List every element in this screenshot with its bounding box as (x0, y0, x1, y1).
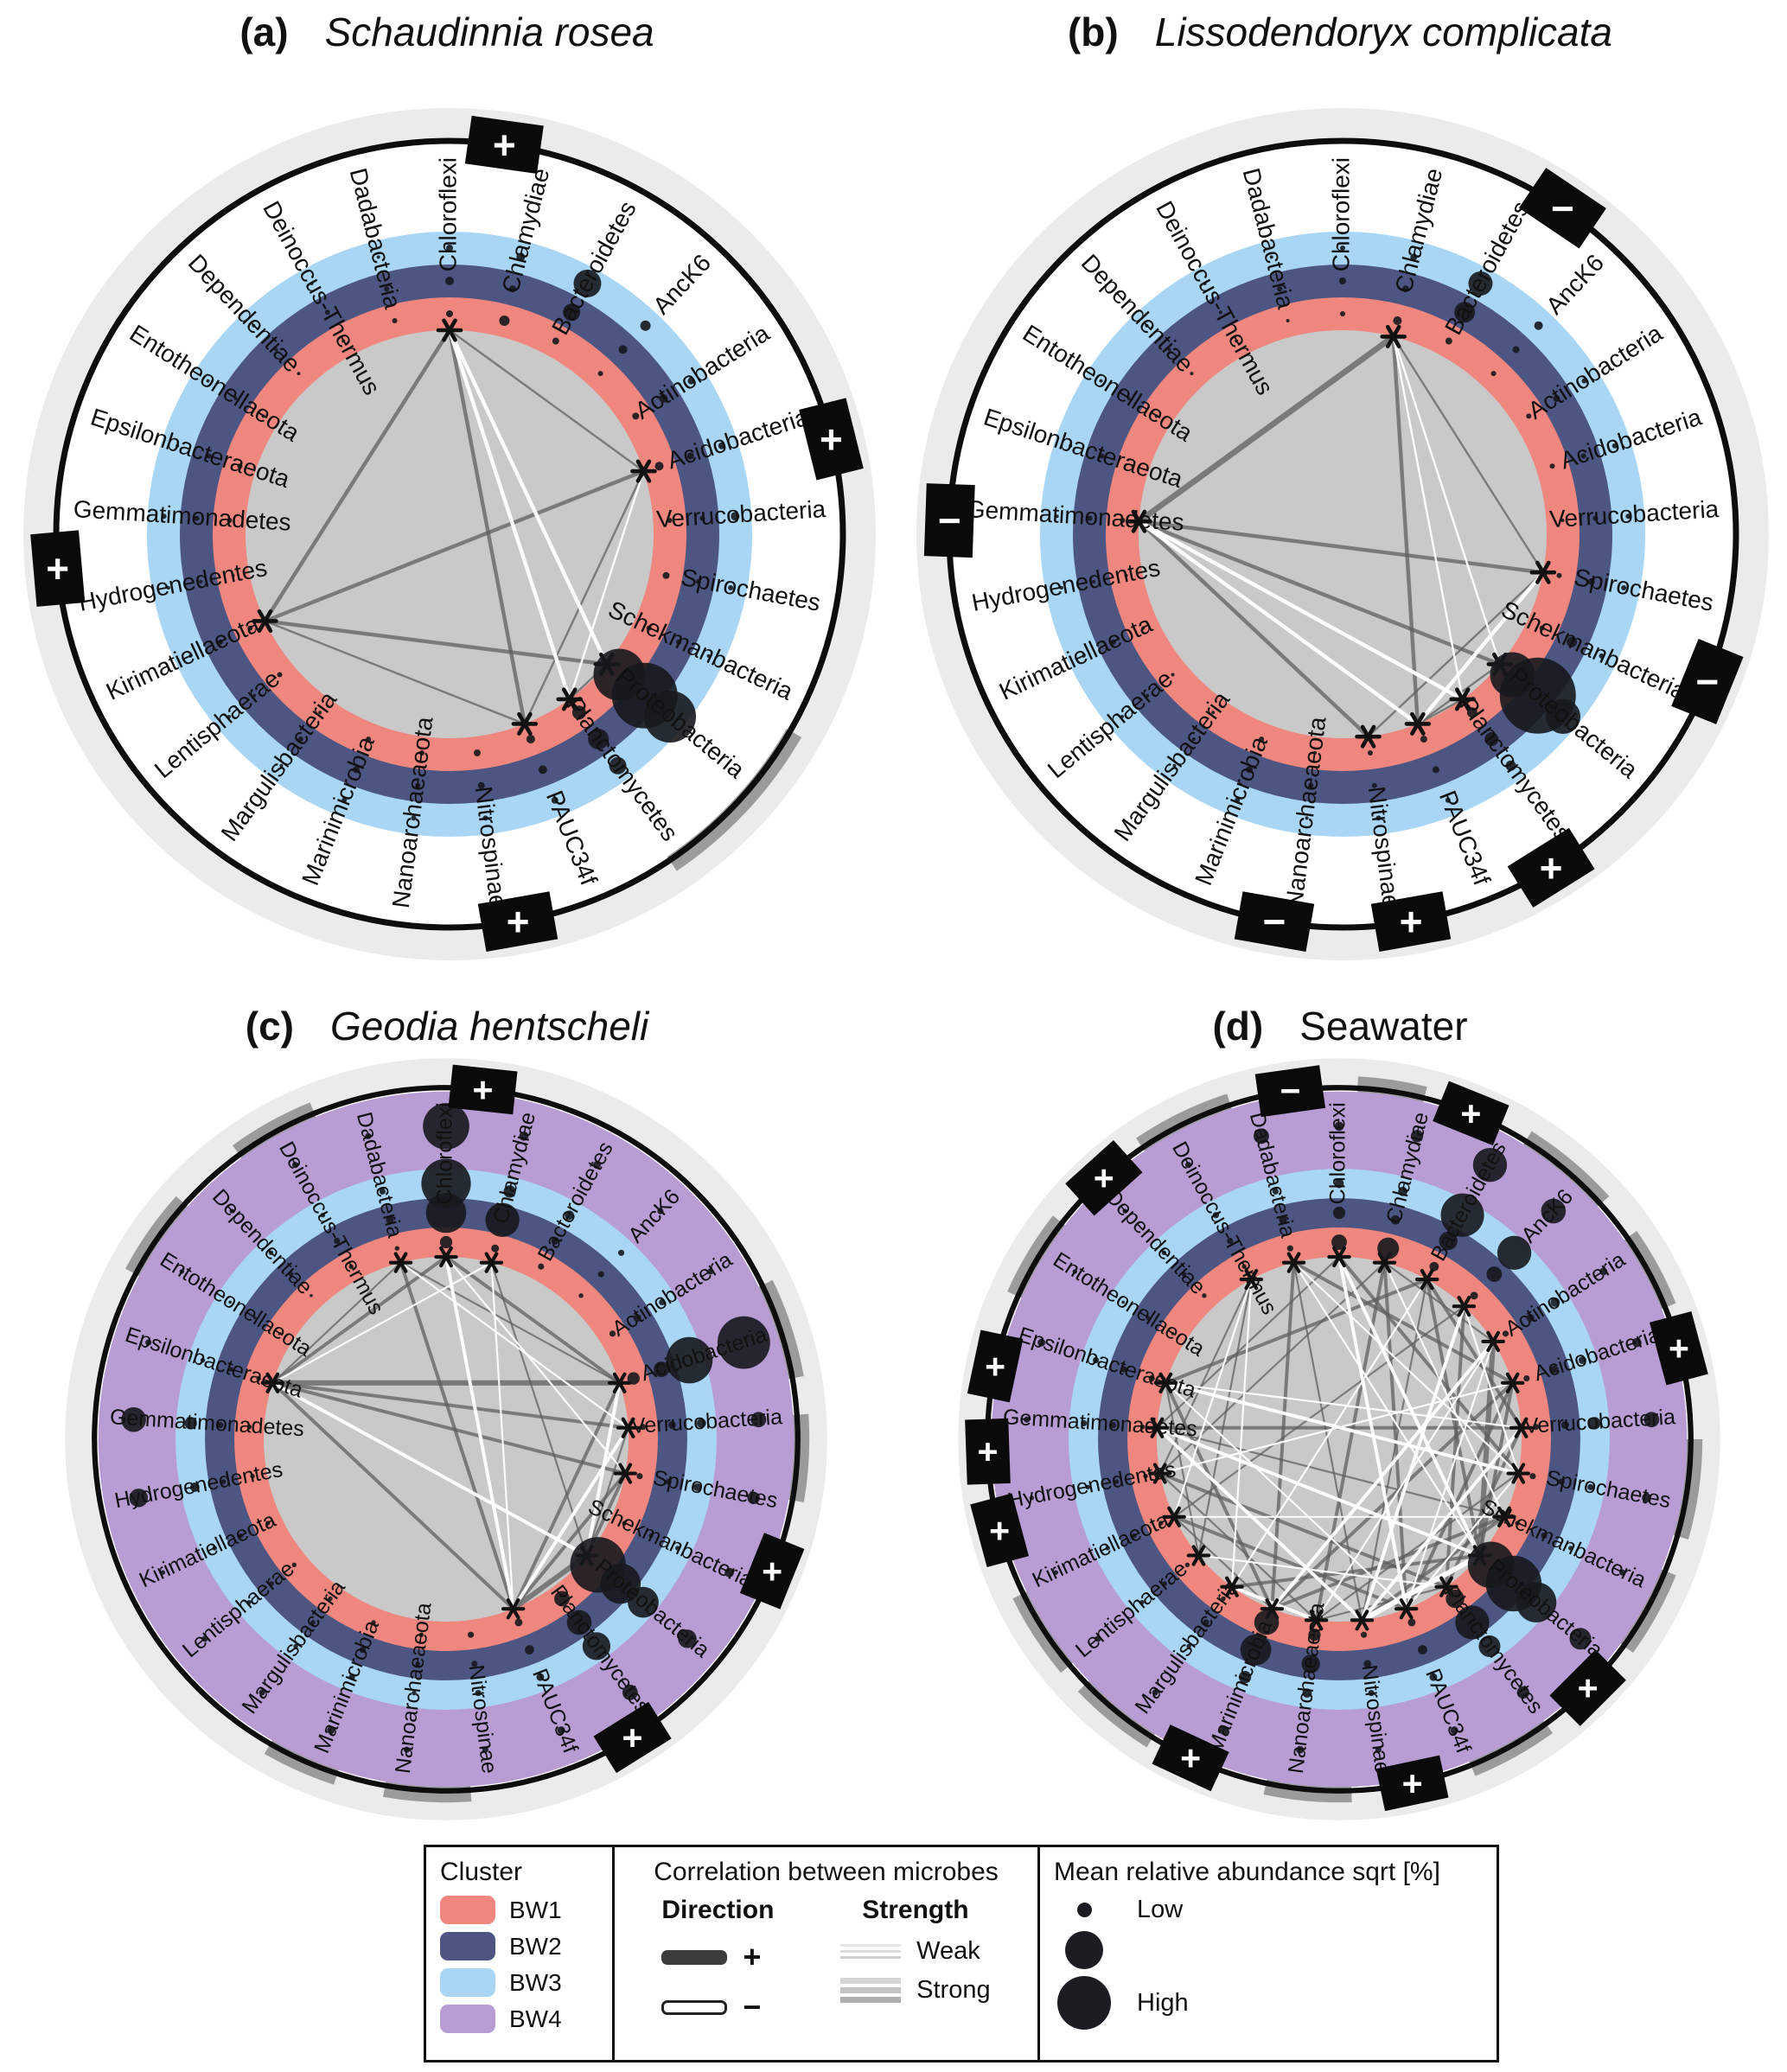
legend-strength-weak: Weak (840, 1937, 990, 1966)
panel-d-species-name: Seawater (1299, 1004, 1468, 1049)
svg-text:Chloroflexi: Chloroflexi (1327, 157, 1354, 271)
panel-b-title: (b) Lissodendoryx complicata (893, 9, 1787, 55)
svg-text:Chloroflexi: Chloroflexi (1326, 1102, 1350, 1204)
svg-text:+: + (1460, 1093, 1481, 1133)
panel-c-species-name: Geodia hentscheli (329, 1004, 649, 1049)
bw2-label: BW2 (509, 1932, 562, 1960)
svg-text:+: + (762, 1551, 782, 1591)
bw3-label: BW3 (509, 1968, 562, 1996)
low-label: Low (1137, 1896, 1184, 1923)
panel-b-tag: (b) (1067, 10, 1119, 54)
legend-direction-negative: − (661, 1989, 774, 2025)
strong-label: Strong (916, 1976, 991, 2004)
svg-text:−: − (938, 498, 961, 543)
legend-cluster-title: Cluster (440, 1858, 523, 1886)
legend-strength-strong: Strong (840, 1976, 991, 2005)
panel-d-title: (d) Seawater (893, 1003, 1787, 1049)
bw2-swatch (440, 1932, 495, 1960)
legend-cluster-bw2: BW2 (440, 1932, 598, 1960)
svg-text:+: + (1540, 845, 1563, 890)
panel-a-title: (a) Schaudinnia rosea (0, 9, 894, 55)
network-plot-c: Dadabacteria Chloroflexi ChlamydiaeBactero… (65, 1058, 827, 1820)
legend-strength-block: Strength Weak Strong (840, 1896, 991, 2039)
svg-text:−: − (1551, 186, 1574, 231)
svg-text:+: + (989, 1510, 1010, 1550)
panel-c: (c) Geodia hentscheli Dadabacteria Chloro… (0, 994, 894, 1850)
network-plot-a: Dadabacteria Chloroflexi ChlamydiaeBactero… (23, 108, 876, 960)
svg-text:+: + (473, 1069, 494, 1109)
legend-abundance-section: Mean relative abundance sqrt [%] Low Hig… (1040, 1847, 1497, 2060)
svg-text:+: + (1402, 1763, 1423, 1803)
network-plot-b: Dadabacteria Chloroflexi ChlamydiaeBactero… (916, 108, 1769, 960)
panel-d: (d) Seawater Dadabacteria Chloroflexi Chla… (893, 994, 1787, 1850)
svg-text:−: − (1695, 659, 1719, 704)
bw4-label: BW4 (509, 2005, 562, 2032)
legend-abundance-mid (1054, 1931, 1483, 1969)
legend-direction-title: Direction (661, 1896, 775, 1924)
legend-cluster-bw1: BW1 (440, 1896, 598, 1924)
svg-text:+: + (507, 899, 530, 944)
panel-c-title: (c) Geodia hentscheli (0, 1003, 894, 1049)
panel-c-tag: (c) (245, 1004, 294, 1049)
negative-edge-swatch (661, 1999, 728, 2015)
svg-text:Chloroflexi: Chloroflexi (433, 1102, 457, 1204)
strong-edge-swatch (840, 1978, 902, 2003)
legend-abundance-low: Low (1054, 1896, 1483, 1924)
svg-text:+: + (46, 546, 69, 591)
bw1-label: BW1 (509, 1896, 562, 1923)
network-plot-d: Dadabacteria Chloroflexi ChlamydiaeBactero… (958, 1058, 1720, 1820)
figure-legend: Cluster BW1 BW2 BW3 BW4 Correlation betw… (424, 1845, 1499, 2062)
bw3-swatch (440, 1968, 495, 1997)
panel-a: (a) Schaudinnia rosea Dadabacteria Chloro… (0, 0, 894, 1003)
svg-text:+: + (622, 1718, 643, 1757)
panel-b-species-name: Lissodendoryx complicata (1154, 10, 1613, 54)
svg-text:+: + (977, 1431, 998, 1471)
panel-a-tag: (a) (239, 10, 289, 54)
legend-cluster-section: Cluster BW1 BW2 BW3 BW4 (426, 1847, 615, 2060)
svg-text:+: + (985, 1346, 1005, 1386)
legend-correlation-section: Correlation between microbes Direction +… (615, 1847, 1040, 2060)
legend-direction-positive: + (661, 1939, 774, 1975)
bw1-swatch (440, 1896, 495, 1924)
svg-text:+: + (1669, 1329, 1689, 1368)
panel-a-species-name: Schaudinnia rosea (324, 10, 654, 54)
negative-sign: − (743, 1989, 762, 2024)
legend-cluster-bw3: BW3 (440, 1968, 598, 1997)
legend-direction-block: Direction + − (661, 1896, 774, 2039)
svg-text:−: − (1263, 899, 1286, 944)
svg-text:Chloroflexi: Chloroflexi (434, 157, 461, 271)
legend-abundance-body: Low High (1054, 1896, 1483, 2030)
large-dot (1057, 1976, 1111, 2030)
weak-label: Weak (916, 1937, 980, 1965)
positive-edge-swatch (661, 1949, 728, 1965)
small-dot (1076, 1903, 1092, 1917)
svg-text:+: + (1180, 1738, 1201, 1778)
svg-text:+: + (1578, 1668, 1599, 1708)
svg-text:−: − (1280, 1071, 1300, 1111)
medium-dot (1065, 1931, 1103, 1969)
panel-b: (b) Lissodendoryx complicata Dadabacteri… (893, 0, 1787, 1003)
svg-text:+: + (1094, 1158, 1114, 1198)
legend-abundance-title: Mean relative abundance sqrt [%] (1054, 1858, 1440, 1886)
svg-text:+: + (1400, 899, 1423, 944)
legend-abundance-high: High (1054, 1976, 1483, 2030)
svg-text:+: + (493, 122, 516, 167)
bw4-swatch (440, 2005, 495, 2033)
legend-strength-title: Strength (862, 1896, 969, 1924)
positive-sign: + (743, 1939, 762, 1974)
legend-correlation-title: Correlation between microbes (654, 1858, 999, 1886)
panel-d-tag: (d) (1212, 1004, 1264, 1049)
legend-correlation-body: Direction + − Strength Weak (629, 1896, 1024, 2039)
svg-text:+: + (820, 417, 843, 462)
weak-edge-swatch (840, 1944, 902, 1959)
high-label: High (1137, 1988, 1189, 2017)
legend-cluster-bw4: BW4 (440, 2005, 598, 2033)
